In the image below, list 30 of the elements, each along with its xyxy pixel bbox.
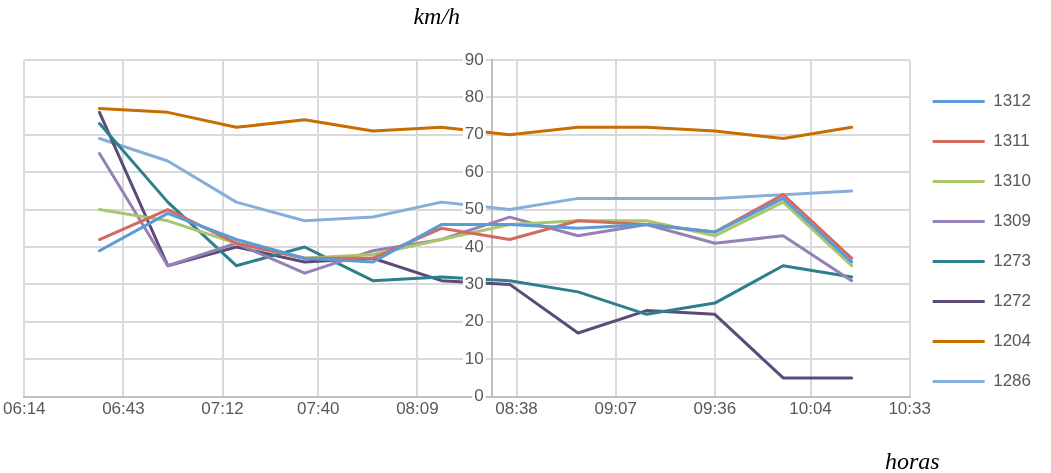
- legend-label: 1310: [993, 171, 1032, 191]
- y-tick-label: 10: [464, 348, 484, 368]
- y-tick-label: 60: [464, 161, 484, 181]
- legend-label: 1309: [993, 211, 1032, 231]
- y-tick-label: 30: [464, 274, 484, 294]
- x-tick-label: 08:38: [495, 399, 538, 419]
- legend-label: 1311: [993, 131, 1030, 151]
- x-tick-label: 06:43: [102, 399, 145, 419]
- y-tick-label: 0: [474, 386, 484, 406]
- y-tick-label: 40: [464, 236, 484, 256]
- y-tick-label: 70: [464, 124, 484, 144]
- x-tick-label: 09:36: [693, 399, 737, 419]
- y-tick-label: 20: [464, 311, 484, 331]
- legend-label: 1312: [993, 91, 1032, 111]
- legend-label: 1273: [993, 251, 1032, 271]
- y-axis-title: km/h: [413, 3, 461, 29]
- x-tick-label: 06:14: [3, 399, 46, 419]
- x-axis-title: horas: [884, 447, 940, 473]
- legend-label: 1204: [993, 331, 1032, 351]
- legend-label: 1286: [993, 371, 1032, 391]
- y-tick-label: 80: [464, 87, 484, 107]
- y-tick-label: 90: [464, 49, 484, 69]
- y-tick-label: 50: [464, 199, 484, 219]
- x-tick-label: 08:09: [396, 399, 439, 419]
- x-tick-label: 10:04: [789, 399, 832, 419]
- x-tick-label: 07:40: [297, 399, 340, 419]
- x-tick-label: 10:33: [888, 399, 931, 419]
- x-tick-label: 09:07: [594, 399, 637, 419]
- legend-label: 1272: [993, 291, 1032, 311]
- x-tick-label: 07:12: [201, 399, 244, 419]
